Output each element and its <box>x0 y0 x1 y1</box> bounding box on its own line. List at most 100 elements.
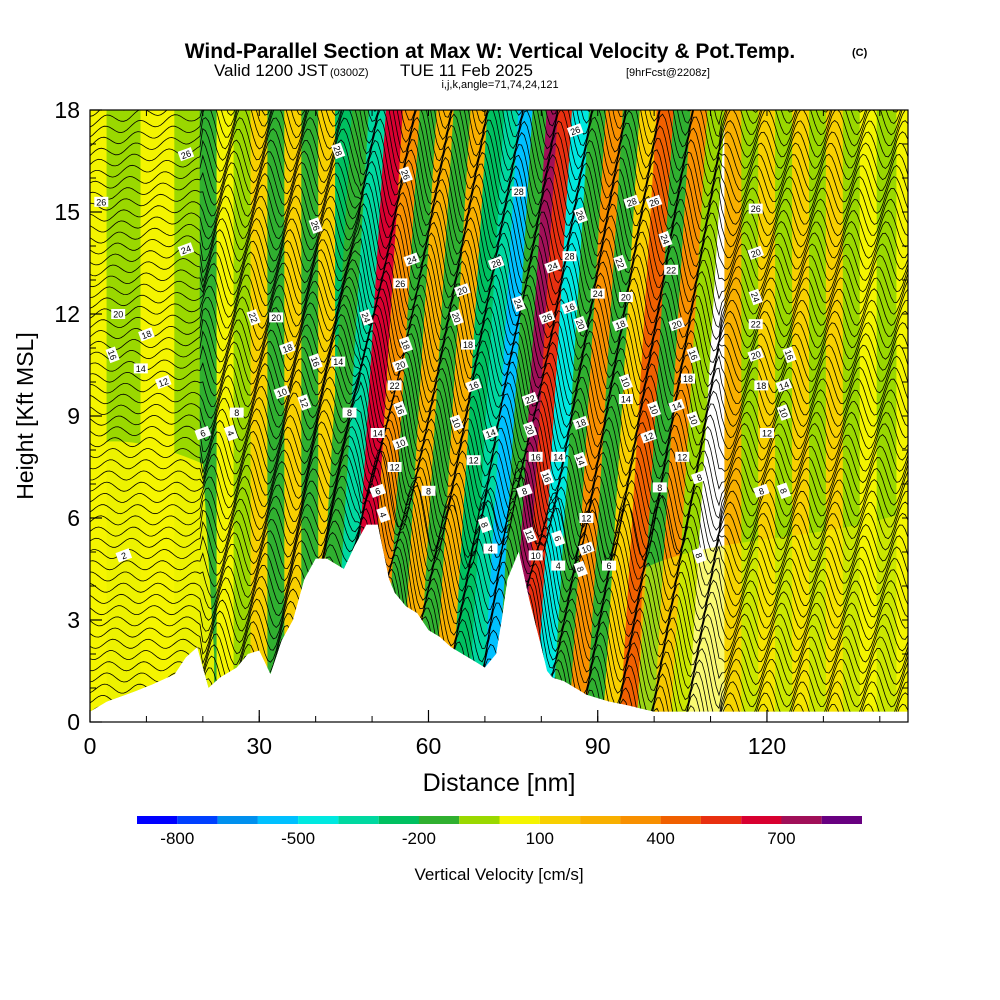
contour-label-background <box>223 424 239 442</box>
colorbar-swatch <box>781 816 822 824</box>
contour-label-background <box>747 347 764 362</box>
contour-label-text: 26 <box>395 279 405 289</box>
contour-label-background <box>393 400 408 418</box>
contour-label: 16 <box>782 346 797 364</box>
contour-label-text: 8 <box>575 565 586 573</box>
contour-label: 22 <box>246 309 261 326</box>
contour-label: 20 <box>747 347 764 362</box>
contour-label: 20 <box>618 292 633 303</box>
contour-label-text: 26 <box>399 168 412 181</box>
contour-label-background <box>775 378 793 393</box>
contour-label: 26 <box>645 194 663 209</box>
contour-label-background <box>482 425 499 441</box>
contour-label: 24 <box>544 259 561 274</box>
contour-label: 2 <box>115 548 133 563</box>
contour-label-text: 16 <box>467 379 480 392</box>
colorbar-swatch <box>700 816 742 824</box>
contour-label: 22 <box>664 264 679 275</box>
isentrope-line <box>90 116 908 206</box>
contour-label-text: 12 <box>469 456 479 466</box>
subtitle-forecast: [9hrFcst@2208z] <box>626 67 710 79</box>
contour-label: 24 <box>177 242 195 257</box>
isentrope-line <box>90 224 908 318</box>
contour-label-background <box>668 317 685 332</box>
contour-label-text: 12 <box>677 452 687 462</box>
isentrope-line <box>90 155 908 251</box>
w-column <box>586 110 641 712</box>
contour-label-text: 22 <box>751 320 761 330</box>
contour-label: 26 <box>393 278 408 289</box>
contour-label: 8 <box>692 547 707 564</box>
contour-label-background <box>668 398 685 413</box>
contour-label-background <box>511 295 526 313</box>
contour-label-background <box>279 340 296 356</box>
contour-label-text: 14 <box>670 400 683 413</box>
contour-label-text: 10 <box>619 376 632 389</box>
contour-label: 12 <box>387 462 402 473</box>
contour-label-text: 12 <box>642 430 655 443</box>
isentrope-line <box>90 285 908 383</box>
contour-label: 16 <box>528 451 543 462</box>
contour-label-background <box>392 357 409 373</box>
contour-label: 10 <box>647 400 662 418</box>
contour-label: 18 <box>612 317 629 332</box>
colorbar <box>137 816 862 824</box>
contour-label: 20 <box>573 315 588 333</box>
y-axis-label: Height [Kft MSL] <box>12 332 38 499</box>
contour-label-text: 18 <box>399 338 412 351</box>
contour-label-text: 20 <box>271 313 281 323</box>
colorbar-tick-label: 100 <box>526 829 554 848</box>
contour-label: 12 <box>466 455 481 466</box>
contour-label: 12 <box>640 429 657 444</box>
contour-label-background <box>155 374 172 390</box>
contour-label: 20 <box>668 317 685 332</box>
contour-label-background <box>748 288 763 306</box>
isentrope-line <box>90 276 908 371</box>
contour-label-text: 8 <box>521 486 529 497</box>
contour-label-background <box>273 385 291 400</box>
contour-label-text: 12 <box>523 529 536 542</box>
contour-label-background <box>544 259 561 274</box>
contour-label: 8 <box>421 485 436 496</box>
contour-label: 14 <box>331 356 346 367</box>
contour-label-text: 6 <box>199 428 207 439</box>
isentrope-line <box>90 329 908 439</box>
contour-label-background <box>618 373 633 391</box>
isentrope-line <box>90 458 908 572</box>
contour-label-background <box>483 543 498 554</box>
contour-label-background <box>359 309 374 326</box>
contour-label-background <box>748 203 763 214</box>
contour-label-background <box>572 415 590 430</box>
contour-label: 16 <box>393 400 408 418</box>
isentrope-line <box>90 110 908 184</box>
isentrope-line <box>90 534 908 673</box>
colorbar-swatch <box>298 816 339 824</box>
contour-label-text: 26 <box>751 204 761 214</box>
contour-label-background <box>421 485 436 496</box>
contour-label-text: 8 <box>657 483 662 493</box>
contour-label-background <box>551 530 566 547</box>
contour-label-background <box>686 346 701 364</box>
contour-label-background <box>115 548 133 563</box>
isentrope-line <box>90 466 908 583</box>
contour-label-background <box>403 252 420 267</box>
contour-label: 26 <box>538 310 556 325</box>
chart-title: Wind-Parallel Section at Max W: Vertical… <box>185 40 796 63</box>
colorbar-swatch <box>741 816 782 824</box>
contour-label: 6 <box>602 560 616 571</box>
contour-label: 14 <box>551 451 566 462</box>
contour-label-background <box>664 264 679 275</box>
contour-label-background <box>573 560 588 578</box>
contour-label-background <box>477 516 492 534</box>
colorbar-tick-label: 400 <box>646 829 674 848</box>
contour-label: 16 <box>686 346 701 364</box>
colorbar-swatch <box>177 816 218 824</box>
contour-label: 14 <box>573 451 588 469</box>
contour-label-background <box>376 506 391 523</box>
isentrope-line <box>90 475 908 594</box>
contour-label: 8 <box>652 482 667 493</box>
contour-label-text: 24 <box>659 233 672 246</box>
contour-label-text: 16 <box>563 301 576 314</box>
contour-label-text: 26 <box>541 311 554 324</box>
y-tick-label: 9 <box>67 403 80 429</box>
